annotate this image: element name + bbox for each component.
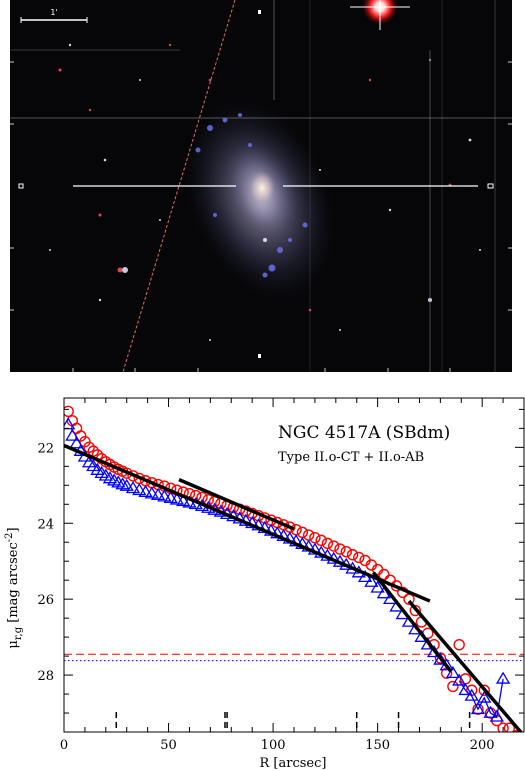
data-point-0-71 <box>478 684 490 696</box>
data-point-0-76 <box>511 730 520 732</box>
data-point-1-23 <box>176 493 191 507</box>
data-point-1-17 <box>138 484 153 497</box>
x-tick-label: 200 <box>470 738 495 753</box>
data-point-1-22 <box>169 492 185 505</box>
data-point-0-49 <box>340 546 352 558</box>
x-tick-label: 150 <box>365 738 390 753</box>
data-point-0-66 <box>447 680 459 693</box>
fit-line-3 <box>372 571 453 673</box>
data-point-1-70 <box>470 701 486 715</box>
data-point-0-48 <box>334 543 346 555</box>
data-point-0-60 <box>409 604 421 617</box>
profile-chart: 0 50 100 150 200 22 24 26 28 NGC 4517A (SBdm) Ty… <box>0 376 525 771</box>
x-tick-label: 100 <box>261 738 286 753</box>
data-point-1-15 <box>125 481 141 494</box>
data-point-0-75 <box>503 722 516 732</box>
data-point-1-16 <box>132 482 147 496</box>
y-axis-title-text: μr,g [mag arcsec-2] <box>4 527 24 648</box>
data-point-1-13 <box>115 477 130 490</box>
data-point-0-55 <box>378 568 390 581</box>
data-point-1-74 <box>495 671 511 684</box>
chart-subtitle: Type II.o-CT + II.o-AB <box>278 450 424 465</box>
data-point-0-43 <box>302 529 315 541</box>
data-point-0-67 <box>453 639 465 651</box>
y-tick-label: 26 <box>37 593 54 608</box>
data-point-1-2 <box>69 436 84 449</box>
galaxy-image: 1' <box>10 0 512 372</box>
data-point-0-50 <box>346 549 359 561</box>
y-tick-label: 22 <box>37 441 54 456</box>
data-point-1-1 <box>65 428 80 441</box>
fit-line-1 <box>178 477 295 531</box>
data-point-1-53 <box>364 574 379 587</box>
data-point-1-72 <box>483 705 498 718</box>
scale-bar-label: 1' <box>50 8 57 17</box>
series-tail-line <box>458 678 504 718</box>
data-point-0-42 <box>296 526 309 539</box>
data-point-1-67 <box>452 673 467 686</box>
galaxy-image-panel: 1' <box>10 0 512 372</box>
profile-chart-svg: 0 50 100 150 200 22 24 26 28 NGC 4517A (SBdm) Ty… <box>4 397 525 771</box>
data-point-1-69 <box>464 688 479 701</box>
x-tick-label: 50 <box>160 738 177 753</box>
data-point-0-47 <box>328 540 340 552</box>
data-point-1-68 <box>458 682 473 696</box>
data-point-1-66 <box>445 665 461 679</box>
data-point-0-45 <box>315 534 327 547</box>
plot-data-group <box>64 405 524 732</box>
data-point-1-21 <box>163 490 178 504</box>
data-point-1-71 <box>477 690 492 703</box>
data-point-1-20 <box>157 489 172 502</box>
chart-title: NGC 4517A (SBdm) <box>278 423 450 443</box>
data-point-1-54 <box>370 580 385 593</box>
data-point-0-4 <box>79 435 91 448</box>
y-axis-title: μr,g [mag arcsec-2] <box>4 527 24 648</box>
y-tick-label: 24 <box>37 517 54 532</box>
data-point-1-18 <box>144 486 159 499</box>
fit-line-0 <box>64 443 431 603</box>
data-point-1-14 <box>119 478 134 491</box>
data-point-0-51 <box>353 551 365 564</box>
x-axis-title: R [arcsec] <box>260 756 327 771</box>
data-point-1-73 <box>489 709 504 722</box>
data-point-1-19 <box>150 487 166 501</box>
data-point-0-0 <box>64 405 74 417</box>
x-tick-label: 0 <box>60 738 68 753</box>
data-point-0-44 <box>309 531 321 544</box>
plot-area: 0 50 100 150 200 22 24 26 28 <box>37 397 525 753</box>
data-point-0-59 <box>403 593 415 605</box>
data-point-0-46 <box>321 537 334 550</box>
data-point-0-74 <box>497 722 509 732</box>
data-point-0-27 <box>202 494 214 506</box>
y-tick-label: 28 <box>37 669 54 684</box>
fit-line-2 <box>407 599 524 732</box>
